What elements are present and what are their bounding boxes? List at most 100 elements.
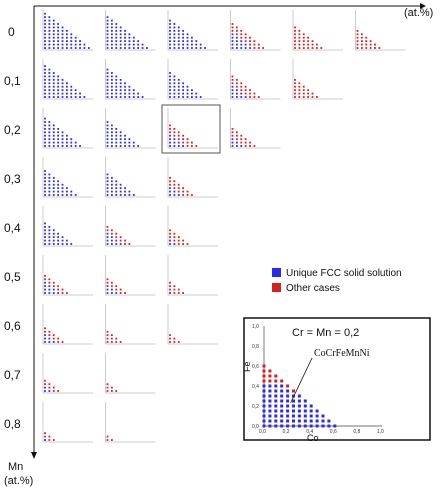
data-point xyxy=(186,36,189,39)
data-point xyxy=(173,75,176,78)
data-point xyxy=(52,145,55,147)
data-point xyxy=(177,145,180,147)
data-point xyxy=(169,187,171,190)
inset-data-point xyxy=(297,424,301,428)
panel-r0-c4 xyxy=(292,10,343,51)
data-point xyxy=(48,180,51,183)
data-point xyxy=(52,124,55,127)
data-point xyxy=(235,85,238,88)
data-point xyxy=(106,194,109,196)
data-point xyxy=(48,292,51,294)
data-point xyxy=(124,134,126,137)
data-point xyxy=(74,36,77,39)
data-point xyxy=(83,47,86,49)
data-point xyxy=(57,337,60,340)
data-point xyxy=(57,78,60,81)
data-point xyxy=(169,183,171,186)
data-point xyxy=(57,82,60,85)
data-point xyxy=(244,96,247,98)
data-point xyxy=(106,85,109,88)
data-point xyxy=(52,341,55,343)
data-point xyxy=(44,68,46,71)
panel-r0-c0 xyxy=(42,10,93,51)
data-point xyxy=(294,43,296,46)
inset-data-point xyxy=(286,399,290,403)
data-point xyxy=(231,36,234,39)
inset-data-point xyxy=(274,394,278,398)
data-point xyxy=(173,131,176,134)
data-point xyxy=(115,131,118,134)
data-point xyxy=(124,40,126,43)
data-point xyxy=(44,40,46,43)
data-point xyxy=(173,341,176,343)
data-point xyxy=(374,47,376,49)
data-point xyxy=(110,85,113,88)
data-point xyxy=(110,243,113,245)
data-point xyxy=(169,82,171,85)
row-label-6: 0,6 xyxy=(4,319,21,333)
data-point xyxy=(249,96,251,98)
data-point xyxy=(132,92,135,95)
inset-data-point xyxy=(321,424,325,428)
data-point xyxy=(44,23,46,25)
data-point xyxy=(119,138,122,141)
inset-data-point xyxy=(280,379,284,383)
data-point xyxy=(244,40,247,43)
data-point xyxy=(48,82,51,85)
inset-data-point xyxy=(280,399,284,403)
data-point xyxy=(177,134,180,137)
data-point xyxy=(48,78,51,81)
data-point xyxy=(294,92,296,95)
data-point xyxy=(169,288,171,291)
data-point xyxy=(119,33,122,36)
data-point xyxy=(124,85,126,88)
data-point xyxy=(378,47,381,49)
data-point xyxy=(360,47,363,49)
data-point xyxy=(110,127,113,130)
legend-swatch-fcc xyxy=(272,268,281,277)
inset-x-tick: 0,6 xyxy=(330,429,337,435)
row-label-0: 0 xyxy=(8,25,15,39)
data-point xyxy=(191,89,193,92)
data-point xyxy=(57,288,60,291)
data-point xyxy=(106,92,109,95)
inset-data-point xyxy=(262,389,266,393)
data-point xyxy=(128,43,131,46)
data-point xyxy=(44,236,46,239)
data-point xyxy=(177,131,180,134)
data-point xyxy=(253,92,256,95)
data-point xyxy=(110,183,113,186)
panel-r0-c1 xyxy=(105,10,156,51)
data-point xyxy=(87,47,90,49)
data-point xyxy=(106,33,109,36)
data-point xyxy=(115,232,118,235)
data-point xyxy=(110,96,113,98)
data-point xyxy=(52,183,55,186)
data-point xyxy=(182,82,185,85)
data-point xyxy=(106,145,109,147)
inset-data-point xyxy=(286,389,290,393)
data-point xyxy=(177,194,180,196)
data-point xyxy=(52,285,55,288)
data-point xyxy=(320,47,323,49)
data-point xyxy=(48,96,51,98)
data-point xyxy=(173,43,176,46)
inset-data-point xyxy=(262,384,266,388)
data-point xyxy=(110,141,113,144)
data-point xyxy=(302,92,305,95)
data-point xyxy=(110,239,113,242)
data-point xyxy=(48,288,51,291)
data-point xyxy=(173,85,176,88)
data-point xyxy=(128,96,131,98)
data-point xyxy=(106,334,109,337)
data-point xyxy=(249,141,251,144)
data-point xyxy=(115,134,118,137)
data-point xyxy=(115,82,118,85)
data-point xyxy=(106,281,109,284)
data-point xyxy=(182,33,185,36)
inset-data-point xyxy=(280,414,284,418)
inset-data-point xyxy=(292,419,295,423)
data-point xyxy=(52,337,55,340)
data-point xyxy=(115,47,118,49)
data-point xyxy=(298,89,301,92)
